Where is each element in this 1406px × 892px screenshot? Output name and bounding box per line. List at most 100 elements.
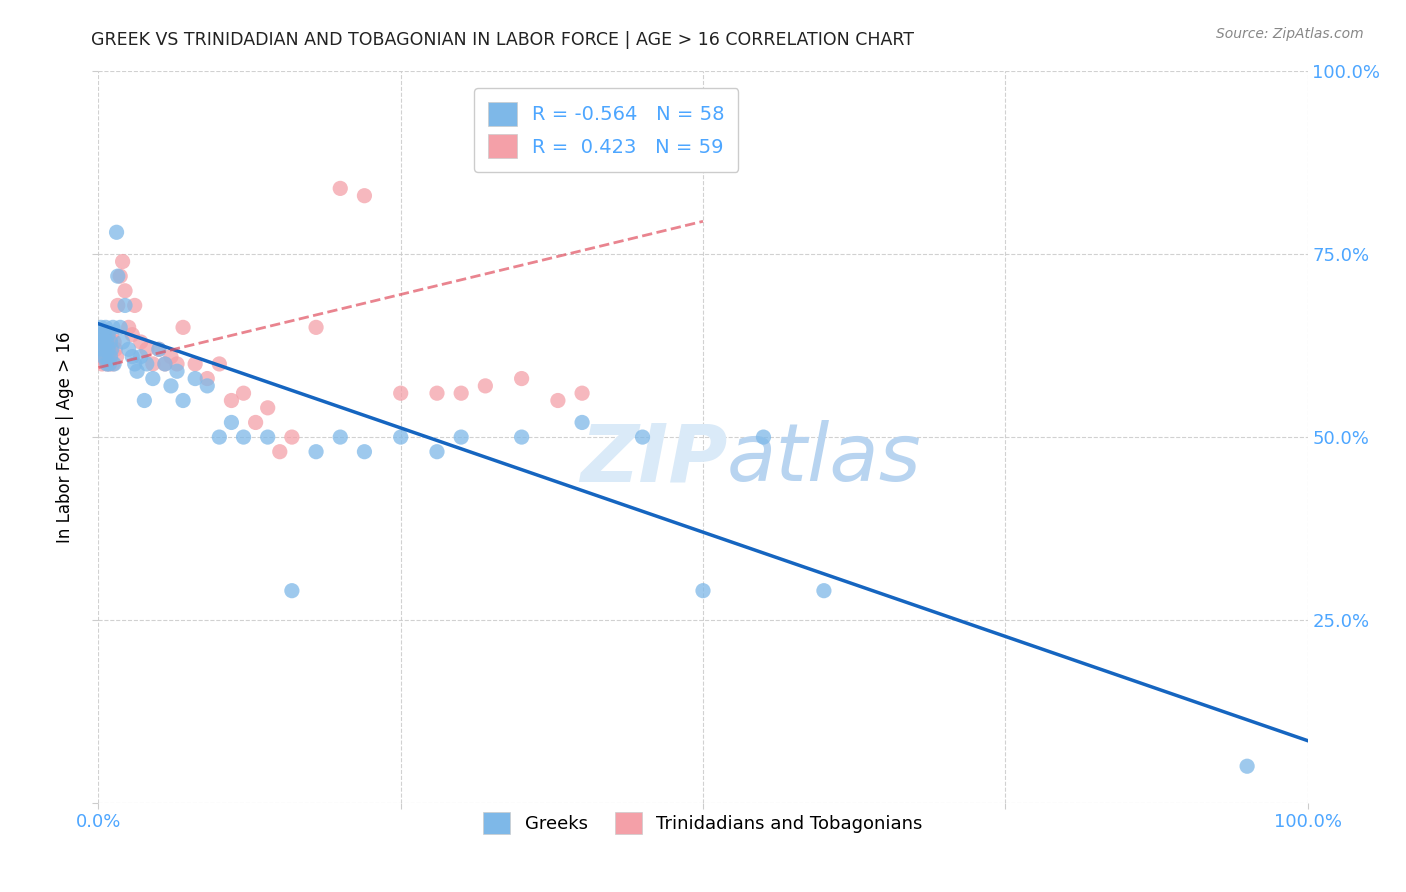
Point bbox=[153, 357, 176, 371]
Point bbox=[232, 386, 254, 401]
Point bbox=[98, 334, 121, 349]
Point bbox=[101, 320, 124, 334]
Point bbox=[97, 327, 120, 342]
Point bbox=[91, 327, 114, 342]
Point bbox=[571, 416, 593, 430]
Point bbox=[91, 334, 114, 349]
Point bbox=[153, 357, 176, 371]
Point bbox=[547, 393, 569, 408]
Point bbox=[184, 357, 207, 371]
Point bbox=[98, 357, 121, 371]
Point bbox=[96, 357, 118, 371]
Point bbox=[114, 298, 136, 312]
Point bbox=[281, 430, 304, 444]
Point bbox=[571, 386, 593, 401]
Point bbox=[98, 357, 121, 371]
Point bbox=[329, 430, 352, 444]
Point bbox=[101, 357, 124, 371]
Point bbox=[121, 350, 143, 364]
Point bbox=[90, 350, 112, 364]
Point bbox=[631, 430, 654, 444]
Point bbox=[90, 320, 112, 334]
Point bbox=[96, 334, 118, 349]
Y-axis label: In Labor Force | Age > 16: In Labor Force | Age > 16 bbox=[56, 331, 75, 543]
Point bbox=[97, 350, 120, 364]
Point bbox=[91, 357, 114, 371]
Point bbox=[91, 334, 114, 349]
Point bbox=[752, 430, 775, 444]
Point bbox=[91, 343, 114, 357]
Point bbox=[111, 254, 134, 268]
Point bbox=[426, 386, 449, 401]
Point bbox=[208, 430, 231, 444]
Point bbox=[184, 371, 207, 385]
Point bbox=[135, 357, 157, 371]
Point bbox=[450, 386, 472, 401]
Point bbox=[89, 334, 111, 349]
Text: ZIP: ZIP bbox=[579, 420, 727, 498]
Point bbox=[135, 343, 157, 357]
Point bbox=[94, 320, 117, 334]
Point bbox=[91, 350, 114, 364]
Point bbox=[195, 379, 218, 393]
Point bbox=[93, 327, 115, 342]
Point bbox=[269, 444, 291, 458]
Point bbox=[100, 350, 122, 364]
Point bbox=[256, 430, 278, 444]
Point bbox=[510, 430, 533, 444]
Point bbox=[91, 343, 114, 357]
Point bbox=[692, 583, 714, 598]
Point bbox=[305, 320, 328, 334]
Point bbox=[121, 327, 143, 342]
Point bbox=[305, 444, 328, 458]
Point bbox=[103, 357, 125, 371]
Point bbox=[221, 393, 243, 408]
Point bbox=[107, 298, 129, 312]
Point bbox=[389, 386, 412, 401]
Point bbox=[105, 225, 128, 239]
Point bbox=[103, 334, 125, 349]
Point bbox=[127, 364, 149, 378]
Text: Source: ZipAtlas.com: Source: ZipAtlas.com bbox=[1216, 27, 1364, 41]
Point bbox=[281, 583, 304, 598]
Point bbox=[100, 343, 122, 357]
Text: GREEK VS TRINIDADIAN AND TOBAGONIAN IN LABOR FORCE | AGE > 16 CORRELATION CHART: GREEK VS TRINIDADIAN AND TOBAGONIAN IN L… bbox=[91, 31, 914, 49]
Point bbox=[97, 343, 120, 357]
Point bbox=[166, 357, 188, 371]
Point bbox=[129, 350, 152, 364]
Point bbox=[89, 327, 111, 342]
Point bbox=[221, 416, 243, 430]
Point bbox=[172, 393, 194, 408]
Point bbox=[208, 357, 231, 371]
Point bbox=[107, 269, 129, 284]
Point bbox=[142, 371, 165, 385]
Point bbox=[100, 334, 122, 349]
Point bbox=[96, 357, 118, 371]
Point bbox=[353, 444, 375, 458]
Point bbox=[148, 343, 170, 357]
Point bbox=[172, 320, 194, 334]
Point bbox=[118, 320, 141, 334]
Point bbox=[166, 364, 188, 378]
Point bbox=[104, 343, 127, 357]
Point bbox=[1236, 759, 1258, 773]
Point bbox=[118, 343, 141, 357]
Point bbox=[450, 430, 472, 444]
Point bbox=[353, 188, 375, 202]
Point bbox=[90, 334, 112, 349]
Point bbox=[160, 379, 183, 393]
Text: atlas: atlas bbox=[727, 420, 922, 498]
Point bbox=[148, 343, 170, 357]
Point bbox=[93, 327, 115, 342]
Point bbox=[97, 327, 120, 342]
Point bbox=[129, 334, 152, 349]
Point bbox=[100, 343, 122, 357]
Point bbox=[100, 350, 122, 364]
Point bbox=[195, 371, 218, 385]
Point bbox=[111, 334, 134, 349]
Point bbox=[160, 350, 183, 364]
Point bbox=[124, 298, 146, 312]
Point bbox=[96, 343, 118, 357]
Point bbox=[142, 357, 165, 371]
Point bbox=[108, 320, 131, 334]
